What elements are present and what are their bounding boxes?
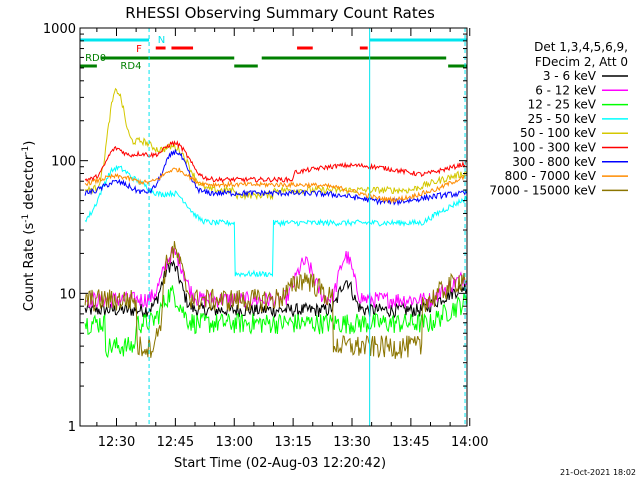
annotation-label: RD4 [120,61,141,72]
y-tick-label: 1000 [43,22,76,37]
y-axis-label-part: detector [22,154,37,214]
x-tick-label: 13:15 [274,435,311,450]
annotation-label: F [136,44,142,55]
x-tick-label: 13:30 [333,435,370,450]
x-tick-label: 13:00 [216,435,253,450]
x-tick-label: 13:45 [392,435,429,450]
series-line [84,167,467,204]
x-tick-label: 12:45 [157,435,194,450]
y-axis-label-exponent: -1 [21,214,31,223]
y-tick-label: 100 [51,155,76,170]
legend-label: 800 - 7000 keV [505,169,597,183]
y-tick-label: 10 [59,287,76,302]
x-tick-label: 12:30 [98,435,135,450]
annotation-label: RD0 [85,53,106,64]
footer-timestamp: 21-Oct-2021 18:02 [560,468,636,477]
axes-layer: 12:30 12:45 13:00 13:15 13:30 13:45 14:00 1 10 10… [43,22,489,450]
y-axis-label: Count Rate (s-1 detector-1) [21,141,37,312]
legend-label: 100 - 300 keV [512,141,596,155]
legend: Det 1,3,4,5,6,9, FDecim 2, Att 0 3 - 6 k… [489,40,628,197]
y-axis-label-part: ) [22,141,37,146]
chart-title: RHESSI Observing Summary Count Rates [125,4,435,22]
legend-label: 300 - 800 keV [512,155,596,169]
legend-label: 50 - 100 keV [520,126,597,140]
y-axis-label-exponent: -1 [21,146,31,155]
legend-label: 7000 - 15000 keV [489,183,596,197]
y-axis-label-part: Count Rate (s [22,223,37,312]
legend-label: 12 - 25 keV [528,98,597,112]
legend-label: 6 - 12 keV [535,83,597,97]
y-axis-label-group: Count Rate (s-1 detector-1) [21,141,37,312]
y-tick-label: 1 [68,420,76,435]
x-axis-label: Start Time (02-Aug-03 12:20:42) [174,456,386,471]
x-tick-label: 14:00 [451,435,488,450]
legend-label: 25 - 50 keV [528,112,597,126]
legend-label: 3 - 6 keV [543,69,597,83]
legend-header-line: Det 1,3,4,5,6,9, [534,40,628,54]
annotation-label: N [158,35,165,46]
annotation-bars: N F RD0 RD4 [80,28,467,426]
legend-header-line: FDecim 2, Att 0 [535,55,628,69]
